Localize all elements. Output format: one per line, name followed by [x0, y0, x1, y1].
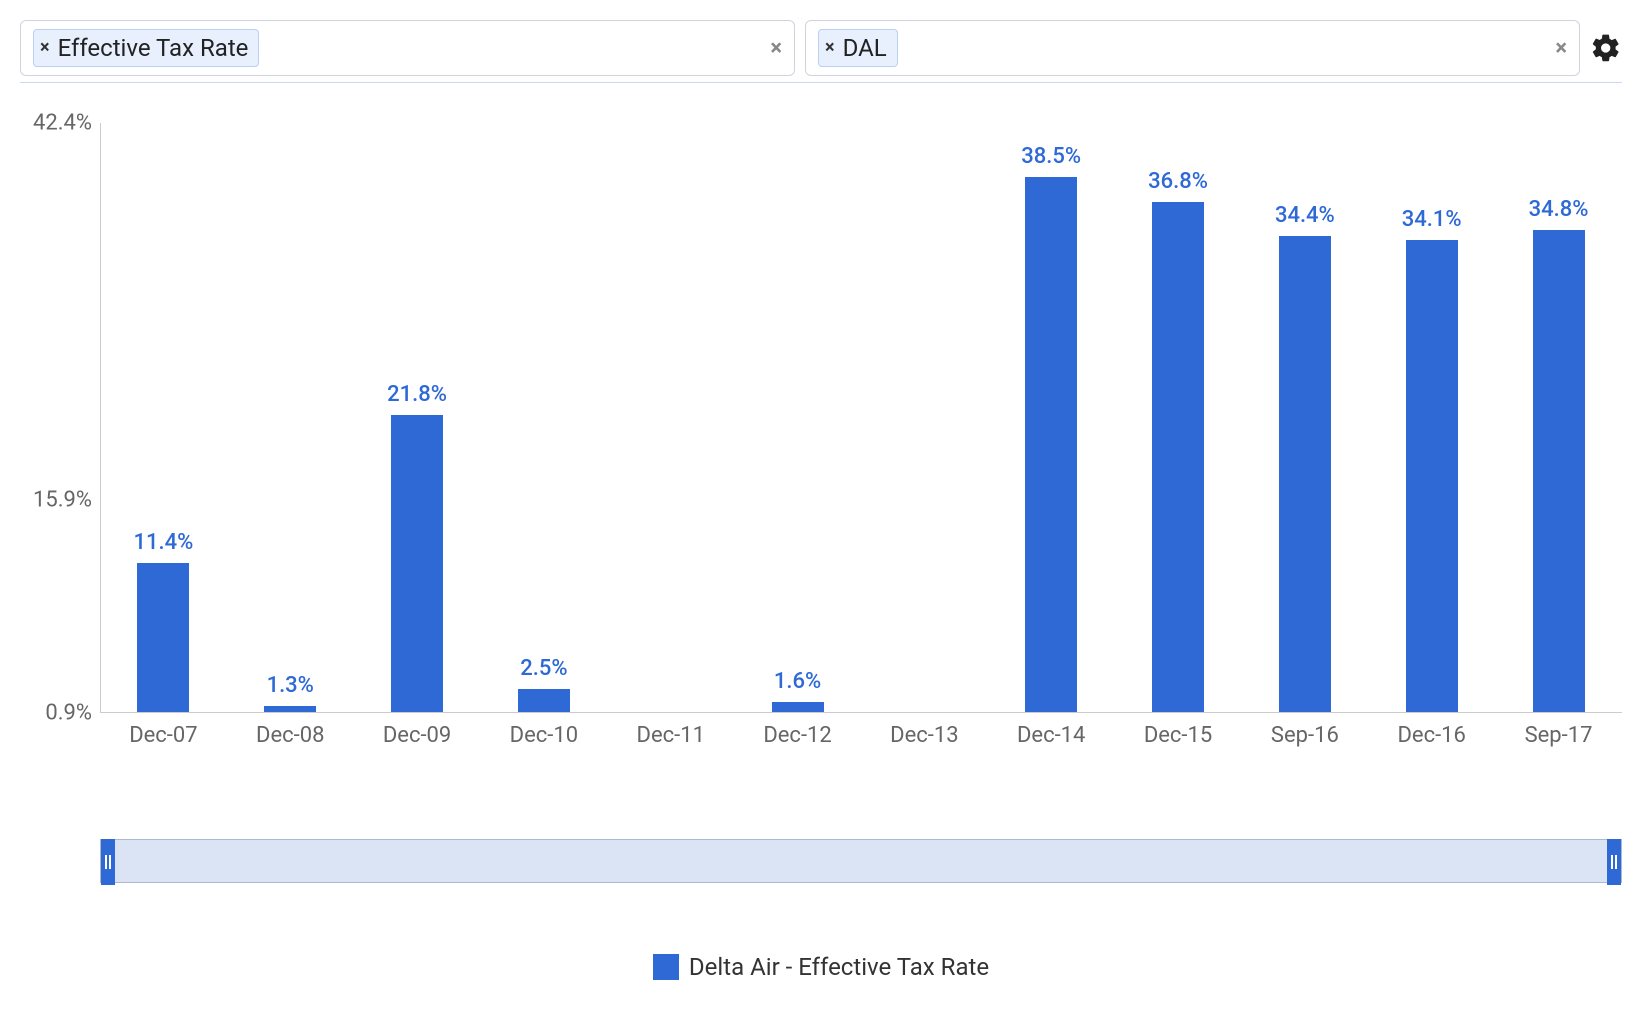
bar-column	[861, 123, 988, 712]
legend-swatch	[653, 954, 679, 980]
bar[interactable]	[1025, 177, 1077, 712]
metric-filter-box[interactable]: × Effective Tax Rate ×	[20, 20, 795, 76]
bar[interactable]	[264, 706, 316, 712]
x-tick-label: Dec-16	[1368, 723, 1495, 748]
plot-area: 11.4% 1.3% 21.8% 2.5% 1.6% 38.5% 36.8% 34.4% 34.…	[100, 123, 1622, 823]
ticker-chip: × DAL	[818, 29, 898, 67]
slider-handle-left[interactable]	[101, 839, 115, 885]
y-tick-label: 0.9%	[45, 701, 92, 726]
bar-column: 36.8%	[1115, 123, 1242, 712]
x-tick-label: Dec-15	[1115, 723, 1242, 748]
bar[interactable]	[772, 702, 824, 712]
bar-value-label: 38.5%	[1021, 144, 1081, 169]
x-tick-label: Dec-13	[861, 723, 988, 748]
bar[interactable]	[518, 689, 570, 712]
bar[interactable]	[1533, 230, 1585, 712]
bar[interactable]	[1152, 202, 1204, 712]
clear-ticker-box-icon[interactable]: ×	[1555, 36, 1567, 61]
ticker-filter-box[interactable]: × DAL ×	[805, 20, 1580, 76]
x-tick-label: Dec-10	[480, 723, 607, 748]
bar-column	[607, 123, 734, 712]
bar-column: 34.4%	[1241, 123, 1368, 712]
x-tick-label: Dec-07	[100, 723, 227, 748]
x-axis-labels: Dec-07Dec-08Dec-09Dec-10Dec-11Dec-12Dec-…	[100, 723, 1622, 748]
legend-label: Delta Air - Effective Tax Rate	[689, 953, 989, 981]
ticker-chip-label: DAL	[843, 34, 887, 62]
x-tick-label: Dec-08	[227, 723, 354, 748]
x-tick-label: Dec-12	[734, 723, 861, 748]
bar-column: 1.6%	[734, 123, 861, 712]
bar-value-label: 2.5%	[520, 656, 567, 681]
bar-value-label: 34.8%	[1529, 197, 1589, 222]
bar-value-label: 1.3%	[267, 673, 314, 698]
filter-bar: × Effective Tax Rate × × DAL ×	[20, 20, 1622, 76]
bar[interactable]	[391, 415, 443, 712]
settings-gear-icon[interactable]	[1590, 32, 1622, 64]
x-tick-label: Dec-09	[354, 723, 481, 748]
remove-ticker-chip-icon[interactable]: ×	[825, 39, 835, 57]
bar-column: 34.1%	[1368, 123, 1495, 712]
time-range-slider[interactable]	[100, 839, 1622, 883]
bar-value-label: 11.4%	[133, 530, 193, 555]
bar-column: 34.8%	[1495, 123, 1622, 712]
x-tick-label: Sep-16	[1241, 723, 1368, 748]
slider-handle-right[interactable]	[1607, 839, 1621, 885]
bar-value-label: 1.6%	[774, 669, 821, 694]
clear-metric-box-icon[interactable]: ×	[770, 36, 782, 61]
bar-chart: 42.4%15.9%0.9% 11.4% 1.3% 21.8% 2.5% 1.6% 38.…	[20, 123, 1622, 823]
bar[interactable]	[1279, 236, 1331, 712]
y-tick-label: 42.4%	[33, 111, 92, 136]
metric-chip-label: Effective Tax Rate	[58, 34, 249, 62]
bar[interactable]	[1406, 240, 1458, 712]
bar-value-label: 21.8%	[387, 382, 447, 407]
y-tick-label: 15.9%	[33, 487, 92, 512]
legend: Delta Air - Effective Tax Rate	[20, 953, 1622, 981]
bar[interactable]	[137, 563, 189, 712]
x-tick-label: Sep-17	[1495, 723, 1622, 748]
bars-area: 11.4% 1.3% 21.8% 2.5% 1.6% 38.5% 36.8% 34.4% 34.…	[100, 123, 1622, 713]
metric-chip: × Effective Tax Rate	[33, 29, 259, 67]
bar-column: 11.4%	[100, 123, 227, 712]
bar-column: 2.5%	[480, 123, 607, 712]
bar-column: 1.3%	[227, 123, 354, 712]
bar-column: 38.5%	[988, 123, 1115, 712]
bar-value-label: 36.8%	[1148, 169, 1208, 194]
bar-value-label: 34.1%	[1402, 207, 1462, 232]
bar-value-label: 34.4%	[1275, 203, 1335, 228]
x-tick-label: Dec-11	[607, 723, 734, 748]
header-divider	[20, 82, 1622, 83]
y-axis: 42.4%15.9%0.9%	[20, 123, 100, 713]
remove-metric-chip-icon[interactable]: ×	[40, 39, 50, 57]
x-tick-label: Dec-14	[988, 723, 1115, 748]
bar-column: 21.8%	[354, 123, 481, 712]
